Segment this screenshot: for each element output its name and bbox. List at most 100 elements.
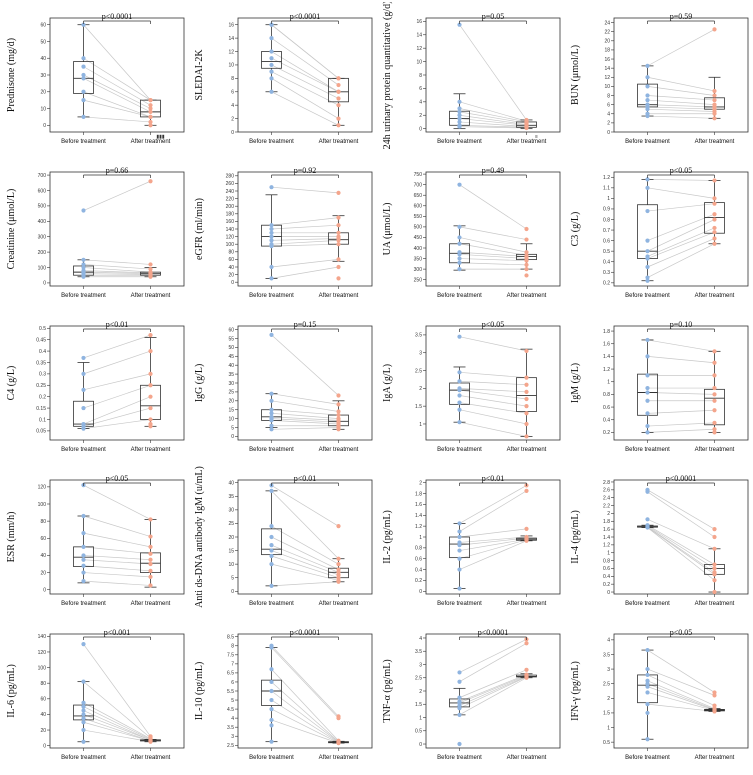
pair-line [647, 238, 715, 268]
y-tick-label: 0 [419, 742, 422, 748]
pair-line [459, 108, 527, 123]
data-point-after [712, 178, 717, 183]
pair-line [271, 555, 339, 579]
data-point-after [524, 404, 529, 409]
y-tick-label: 3 [419, 351, 422, 357]
y-tick-label: 0.1 [39, 417, 46, 423]
data-point-before [269, 688, 274, 694]
pair-line [83, 57, 151, 101]
data-point-before [645, 84, 650, 89]
y-tick-label: 3.5 [415, 649, 422, 655]
y-tick-label: 2 [607, 696, 610, 702]
data-point-after [712, 562, 717, 567]
data-point-before [269, 543, 274, 548]
data-point-after [712, 385, 717, 391]
pair-line [459, 421, 527, 437]
data-point-before [645, 702, 650, 707]
data-point-after [712, 93, 717, 98]
data-point-before [269, 391, 274, 396]
data-point-before [81, 89, 86, 94]
data-point-before [269, 264, 274, 270]
chart-panel: 0.2 0.3 0.4 0.5 0.6 0.7 0.8 0.9 1 1.1 1.2 Before tr… [570, 166, 749, 299]
y-tick-label: 1.1 [603, 186, 610, 192]
data-point-after [712, 578, 717, 583]
pair-line [271, 71, 339, 106]
y-tick-label: 60 [40, 23, 46, 29]
pair-line [647, 674, 715, 706]
y-tick-label: 200 [226, 204, 235, 210]
y-tick-label: 1.5 [603, 711, 610, 717]
data-point-after [336, 82, 341, 88]
pair-line [271, 240, 339, 245]
y-tick-label: 1.8 [603, 329, 610, 335]
x-tick-label: After treatment [695, 447, 735, 453]
p-value-label: p<0.001 [104, 628, 131, 637]
data-point-before [81, 56, 86, 61]
x-tick-label: After treatment [131, 755, 171, 761]
chart-panel: 0 5 10 15 20 25 30 35 40 Before treatment After tr… [194, 466, 373, 608]
pair-line [459, 528, 527, 538]
plot-frame [613, 171, 749, 287]
y-tick-label: 100 [226, 242, 235, 248]
data-point-before [269, 238, 274, 243]
y-tick-label: 3.5 [415, 333, 422, 339]
y-tick-label: 7 [231, 662, 234, 668]
data-point-before [645, 63, 650, 68]
data-point-after [524, 434, 529, 439]
x-tick-label: After treatment [319, 293, 359, 299]
y-tick-label: 1.4 [603, 354, 610, 360]
y-axis-label: IFN-γ (pg/mL) [570, 661, 581, 721]
y-tick-label: 0 [419, 126, 422, 132]
y-tick-label: 1 [607, 196, 610, 202]
data-point-after [712, 212, 717, 217]
chart-panel: 0.5 1 1.5 2 2.5 3 3.5 4 Before treatment After tr… [570, 628, 749, 761]
x-tick-label: Before treatment [437, 139, 482, 145]
y-axis-label: TNF-α (pg/mL) [382, 659, 393, 722]
pair-line [647, 99, 715, 105]
data-point-before [645, 113, 650, 119]
pair-line [83, 681, 151, 739]
data-point-before [269, 56, 274, 61]
data-point-before [645, 390, 650, 395]
data-point-after [148, 266, 153, 272]
data-point-after [712, 572, 717, 577]
pair-line [459, 536, 527, 543]
data-point-after [148, 333, 153, 338]
data-point-before [269, 427, 274, 432]
data-point-before [269, 534, 274, 540]
y-tick-label: 45 [228, 354, 234, 360]
pair-line [83, 396, 151, 425]
pair-line [271, 91, 339, 126]
pair-line [83, 721, 151, 742]
data-point-before [81, 739, 86, 744]
data-point-after [712, 703, 717, 708]
pair-line [647, 104, 715, 108]
y-tick-label: 0 [419, 589, 422, 595]
y-tick-label: 20 [40, 570, 46, 576]
pair-line [271, 416, 339, 421]
y-axis-label: BUN (μmol/L) [570, 45, 581, 105]
y-tick-label: 0 [43, 743, 46, 749]
data-point-after [712, 534, 717, 540]
chart-panel: 2.5 3 3.5 4 4.5 5 5.5 6 6.5 7 7.5 8 8.5 Before treatm… [194, 628, 373, 761]
data-point-before [645, 107, 650, 112]
pair-line [83, 559, 151, 565]
data-point-before [81, 700, 86, 705]
data-point-after [524, 538, 529, 543]
pair-line [459, 538, 527, 551]
y-tick-label: 1.4 [415, 513, 422, 519]
data-point-before [645, 278, 650, 283]
y-axis-label: IL-6 (pg/mL) [6, 664, 17, 718]
y-tick-label: 0.2 [415, 578, 422, 584]
pair-line [459, 677, 527, 716]
data-point-before [269, 185, 274, 190]
data-point-before [81, 513, 86, 519]
data-point-before [457, 370, 462, 375]
data-point-after [712, 236, 717, 241]
chart-panel: 0 0.2 0.4 0.6 0.81 1.2 1.4 1.6 1.8 2 2.2 2.42.6 2.8 B… [570, 474, 749, 607]
y-tick-label: 120 [38, 650, 47, 656]
y-tick-label: 650 [414, 193, 423, 199]
data-point-before [457, 124, 462, 129]
pair-line [83, 419, 151, 429]
box [637, 373, 658, 416]
